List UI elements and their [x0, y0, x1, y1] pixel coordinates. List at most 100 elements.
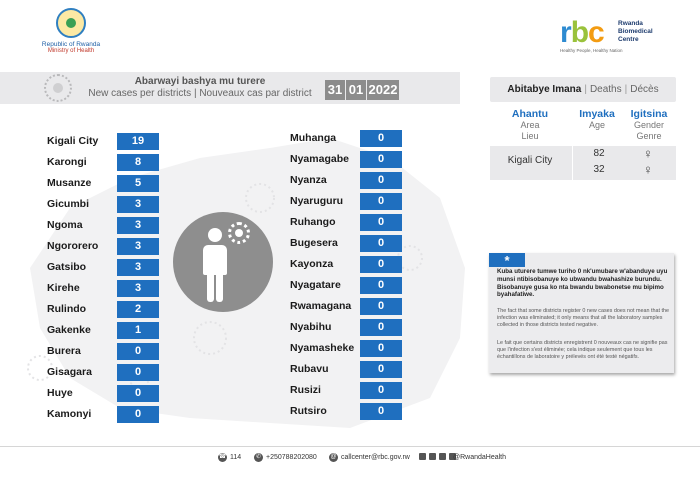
- note-french: Le fait que certains districts enregistr…: [497, 340, 668, 360]
- district-row: Nyanza 0: [290, 172, 402, 189]
- district-cases: 0: [360, 361, 402, 378]
- district-name: Bugesera: [290, 237, 338, 249]
- facebook-icon: [429, 453, 436, 460]
- district-cases: 0: [360, 151, 402, 168]
- district-name: Gisagara: [47, 366, 92, 378]
- district-name: Burera: [47, 345, 81, 357]
- district-name: Kigali City: [47, 135, 99, 147]
- district-cases: 0: [360, 193, 402, 210]
- district-row: Huye 0: [47, 385, 159, 402]
- twitter-icon: [419, 453, 426, 460]
- date-day: 31: [325, 80, 345, 100]
- column-header-age: Imyaka Age: [579, 108, 615, 130]
- district-row: Gatsibo 3: [47, 259, 159, 276]
- district-row: Kamonyi 0: [47, 406, 159, 423]
- district-name: Ngoma: [47, 219, 83, 231]
- district-name: Nyamagabe: [290, 153, 349, 165]
- district-row: Kirehe 3: [47, 280, 159, 297]
- district-row: Ngoma 3: [47, 217, 159, 234]
- deaths-header: Abitabye Imana | Deaths | Décès: [490, 77, 676, 102]
- district-cases: 3: [117, 196, 159, 213]
- youtube-icon: [449, 453, 456, 460]
- district-row: Nyaruguru 0: [290, 193, 402, 210]
- district-cases: 1: [117, 322, 159, 339]
- district-row: Karongi 8: [47, 154, 159, 171]
- district-row: Rwamagana 0: [290, 298, 402, 315]
- district-row: Kayonza 0: [290, 256, 402, 273]
- gov-name: Republic of Rwanda: [41, 41, 101, 48]
- district-cases: 3: [117, 238, 159, 255]
- district-row: Rutsiro 0: [290, 403, 402, 420]
- note-kinyarwanda: Kuba uturere tumwe turiho 0 nk'umubare w…: [497, 268, 668, 299]
- district-name: Rusizi: [290, 384, 321, 396]
- district-cases: 19: [117, 133, 159, 150]
- district-cases: 0: [117, 364, 159, 381]
- district-name: Rwamagana: [290, 300, 352, 312]
- female-icon: ♀: [643, 162, 653, 177]
- rbc-wordmark: rbc: [560, 16, 605, 49]
- district-name: Karongi: [47, 156, 87, 168]
- page-subtitle: New cases per districts | Nouveaux cas p…: [88, 88, 312, 99]
- district-cases: 0: [360, 130, 402, 147]
- disclaimer-note: [489, 253, 674, 373]
- district-name: Muhanga: [290, 132, 337, 144]
- hotline: ☎ 114: [218, 452, 242, 462]
- district-row: Ruhango 0: [290, 214, 402, 231]
- virus-icon: [44, 74, 72, 102]
- death-age: 82: [593, 148, 605, 159]
- district-cases: 0: [360, 214, 402, 231]
- district-row: Nyamasheke 0: [290, 340, 402, 357]
- district-cases: 0: [360, 319, 402, 336]
- district-cases: 0: [360, 382, 402, 399]
- date-month: 01: [346, 80, 366, 100]
- district-cases: 0: [117, 343, 159, 360]
- district-cases: 0: [117, 385, 159, 402]
- district-row: Ngororero 3: [47, 238, 159, 255]
- rbc-logo: rbc Rwanda Biomedical Centre Healthy Peo…: [560, 16, 670, 54]
- district-row: Bugesera 0: [290, 235, 402, 252]
- ministry-name: Ministry of Health: [47, 48, 95, 54]
- district-row: Nyabihu 0: [290, 319, 402, 336]
- district-row: Burera 0: [47, 343, 159, 360]
- district-row: Rubavu 0: [290, 361, 402, 378]
- district-cases: 0: [360, 340, 402, 357]
- coronavirus-icon: [228, 222, 250, 244]
- district-name: Kamonyi: [47, 408, 92, 420]
- instagram-icon: [439, 453, 446, 460]
- footer-divider: [0, 446, 700, 447]
- footer: ☎ 114 ✆ +250788202080 @ callcenter@rbc.gov.…: [0, 451, 700, 465]
- district-name: Nyaruguru: [290, 195, 344, 207]
- whatsapp-icon: ✆: [254, 452, 263, 462]
- date-year: 2022: [367, 80, 399, 100]
- rbc-full-name: Rwanda Biomedical Centre: [618, 20, 653, 43]
- district-name: Nyamasheke: [290, 342, 355, 354]
- district-name: Rutsiro: [290, 405, 327, 417]
- district-row: Kigali City 19: [47, 133, 159, 150]
- district-row: Muhanga 0: [290, 130, 402, 147]
- district-cases: 3: [117, 217, 159, 234]
- ministry-of-health-logo: Republic of Rwanda Ministry of Health: [40, 8, 102, 54]
- district-name: Nyabihu: [290, 321, 332, 333]
- district-row: Gakenke 1: [47, 322, 159, 339]
- district-name: Ngororero: [47, 240, 99, 252]
- email: @ callcenter@rbc.gov.rw: [329, 452, 410, 462]
- district-name: Nyagatare: [290, 279, 341, 291]
- district-row: Gicumbi 3: [47, 196, 159, 213]
- district-name: Kayonza: [290, 258, 334, 270]
- person-icon: [208, 228, 222, 242]
- district-cases: 0: [360, 277, 402, 294]
- district-cases: 0: [360, 235, 402, 252]
- district-name: Nyanza: [290, 174, 327, 186]
- district-cases: 2: [117, 301, 159, 318]
- district-name: Gatsibo: [47, 261, 87, 273]
- deaths-table-row: [490, 146, 676, 180]
- asterisk-tag: *: [489, 253, 525, 268]
- district-row: Rulindo 2: [47, 301, 159, 318]
- district-row: Gisagara 0: [47, 364, 159, 381]
- district-row: Nyagatare 0: [290, 277, 402, 294]
- district-name: Huye: [47, 387, 73, 399]
- district-name: Gakenke: [47, 324, 91, 336]
- page-title: Abarwayi bashya mu turere: [134, 76, 266, 87]
- rwanda-seal-icon: [56, 8, 86, 38]
